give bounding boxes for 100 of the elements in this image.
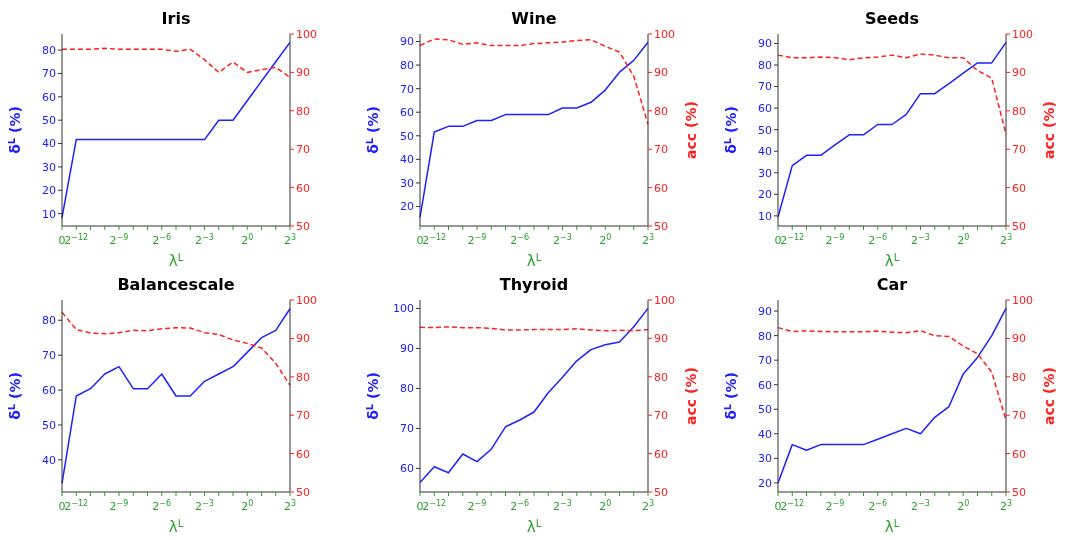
y2-tick-label: 80: [654, 370, 668, 384]
y2-tick-label: 100: [1012, 293, 1033, 307]
chart-title: Balancescale: [116, 274, 236, 296]
x-tick-label: 2$^{−9}$: [467, 498, 487, 513]
y-tick-label: 60: [42, 383, 56, 397]
y-tick-label: 80: [758, 329, 772, 343]
y-tick-label: 80: [758, 58, 772, 72]
y-tick-label: 60: [758, 102, 772, 116]
x-axis-title: λ$^{L}$: [168, 251, 184, 270]
y-tick-label: 60: [400, 462, 414, 476]
x-tick-label: 2$^{−6}$: [510, 498, 530, 513]
x-tick-label: 2$^{−6}$: [510, 232, 530, 247]
y2-tick-label: 100: [654, 293, 675, 307]
y-tick-label: 40: [400, 153, 414, 167]
x-tick-label: 0: [416, 234, 424, 247]
x-axis-title: λ$^{L}$: [526, 517, 542, 536]
y-tick-label: 30: [758, 166, 772, 180]
x-tick-label: 2$^{3}$: [283, 498, 297, 513]
y2-tick-label: 90: [1012, 332, 1026, 346]
x-tick-label: 2$^{−12}$: [64, 232, 89, 247]
line-series: [777, 326, 1007, 421]
y-tick-label: 20: [400, 200, 414, 214]
y2-tick-label: 90: [654, 332, 668, 346]
y2-tick-label: 80: [296, 370, 310, 384]
x-tick-label: 2$^{3}$: [641, 232, 655, 247]
y2-tick-label: 60: [296, 447, 310, 461]
y-tick-label: 80: [42, 314, 56, 328]
chart-title: Wine: [510, 8, 558, 30]
line-series: [777, 307, 1007, 484]
y2-tick-label: 90: [296, 66, 310, 80]
x-tick-label: 2$^{−12}$: [422, 498, 447, 513]
y-tick-label: 90: [758, 37, 772, 51]
y-tick-label: 60: [42, 90, 56, 104]
x-axis-title: λ$^{L}$: [168, 517, 184, 536]
y2-tick-label: 50: [654, 485, 668, 499]
x-tick-label: 2$^{−6}$: [152, 498, 172, 513]
y2-tick-label: 50: [296, 485, 310, 499]
y2-axis-title: acc (%): [683, 367, 699, 425]
y-tick-label: 100: [393, 302, 414, 316]
y2-tick-label: 60: [654, 447, 668, 461]
x-tick-label: 2$^{3}$: [641, 498, 655, 513]
y-tick-label: 30: [400, 176, 414, 190]
y-tick-label: 80: [400, 59, 414, 72]
y2-tick-label: 100: [654, 27, 675, 41]
y2-tick-label: 80: [1012, 370, 1026, 384]
y-tick-label: 20: [758, 188, 772, 202]
x-tick-label: 2$^{−3}$: [911, 498, 930, 513]
y2-tick-label: 60: [1012, 181, 1026, 195]
line-series: [419, 307, 649, 484]
y-tick-label: 20: [758, 476, 772, 490]
y-tick-label: 70: [758, 80, 772, 94]
y-tick-label: 80: [42, 44, 56, 58]
x-tick-label: 2$^{−9}$: [825, 232, 845, 247]
y-tick-label: 90: [400, 342, 414, 356]
line-series: [61, 47, 291, 79]
y2-tick-label: 70: [654, 143, 668, 157]
x-tick-label: 2$^{−6}$: [868, 498, 888, 513]
x-tick-label: 2$^{3}$: [283, 232, 297, 247]
x-tick-label: 2$^{0}$: [241, 498, 254, 513]
x-tick-label: 0: [774, 500, 782, 513]
y-tick-label: 40: [42, 453, 56, 467]
y-tick-label: 90: [758, 304, 772, 318]
y2-tick-label: 70: [296, 143, 310, 157]
line-series: [61, 311, 291, 386]
x-tick-label: 2$^{0}$: [599, 232, 612, 247]
chart-title: Seeds: [863, 8, 921, 30]
x-tick-label: 2$^{0}$: [957, 498, 970, 513]
x-tick-label: 0: [774, 234, 782, 247]
y-tick-label: 20: [42, 184, 56, 198]
x-tick-label: 2$^{−3}$: [195, 232, 214, 247]
x-tick-label: 2$^{3}$: [999, 232, 1013, 247]
y2-tick-label: 100: [296, 293, 317, 307]
y2-tick-label: 90: [296, 332, 310, 346]
y2-tick-label: 60: [296, 181, 310, 195]
x-tick-label: 2$^{−3}$: [911, 232, 930, 247]
y2-tick-label: 50: [296, 219, 310, 233]
x-tick-label: 0: [416, 500, 424, 513]
y-tick-label: 50: [42, 418, 56, 432]
y2-tick-label: 80: [1012, 104, 1026, 118]
x-tick-label: 0: [58, 500, 66, 513]
y-tick-label: 70: [42, 67, 56, 81]
y-tick-label: 80: [400, 382, 414, 396]
x-axis-title: λ$^{L}$: [884, 517, 900, 536]
y2-tick-label: 90: [654, 66, 668, 80]
y2-tick-label: 50: [1012, 219, 1026, 233]
y-tick-label: 10: [42, 207, 56, 221]
x-tick-label: 2$^{−3}$: [553, 498, 572, 513]
y2-axis-title: acc (%): [683, 101, 699, 159]
y2-tick-label: 100: [296, 27, 317, 41]
x-tick-label: 2$^{−12}$: [64, 498, 89, 513]
y-tick-label: 40: [758, 427, 772, 441]
x-tick-label: 2$^{−6}$: [152, 232, 172, 247]
x-axis-title: λ$^{L}$: [884, 251, 900, 270]
x-tick-label: 2$^{0}$: [957, 232, 970, 247]
chart-title: Car: [875, 274, 909, 296]
x-tick-label: 2$^{−12}$: [780, 232, 805, 247]
y-tick-label: 50: [758, 403, 772, 417]
y-tick-label: 60: [758, 378, 772, 392]
x-tick-label: 2$^{−6}$: [868, 232, 888, 247]
y-tick-label: 10: [758, 209, 772, 223]
